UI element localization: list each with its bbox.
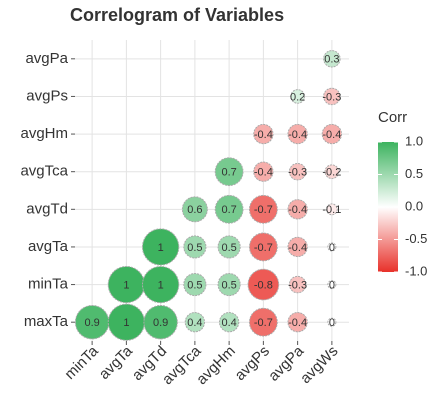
- value-label: -0.4: [288, 242, 307, 254]
- value-label: 0.2: [290, 91, 305, 103]
- y-tick-label: avgPs: [26, 87, 68, 104]
- corr-circle: [321, 123, 343, 145]
- value-label: 1: [158, 242, 164, 254]
- value-label: -0.4: [254, 129, 273, 141]
- value-label: 0.5: [221, 279, 236, 291]
- corr-circle: [248, 194, 278, 224]
- colorbar-tick-label: 1.0: [405, 133, 423, 148]
- value-label: -0.4: [288, 129, 307, 141]
- corr-circle: [325, 203, 338, 216]
- x-tick-label: minTa: [61, 342, 102, 383]
- value-label: 0.4: [221, 317, 236, 329]
- value-label: -0.4: [254, 167, 273, 179]
- corr-circle: [184, 312, 206, 333]
- corr-circle: [214, 194, 244, 224]
- value-label: 0.9: [153, 317, 168, 329]
- value-label: 1: [123, 279, 129, 291]
- value-label: 0.7: [221, 204, 236, 216]
- x-tick-label: avgWs: [297, 343, 341, 387]
- value-label: -0.7: [254, 242, 273, 254]
- corr-circle: [287, 199, 308, 220]
- chart-title: Correlogram of Variables: [70, 5, 284, 25]
- value-label: -0.3: [322, 91, 341, 103]
- y-tick-label: avgTca: [20, 163, 68, 180]
- value-label: 0.5: [221, 242, 236, 254]
- y-tick-label: avgTa: [28, 238, 69, 255]
- corr-circle: [327, 317, 337, 327]
- corr-circle: [142, 228, 180, 266]
- y-tick-label: maxTa: [24, 313, 69, 330]
- value-label: 0: [329, 279, 335, 291]
- value-label: -0.8: [254, 279, 273, 291]
- corr-circle: [218, 312, 240, 333]
- value-label: -0.3: [288, 279, 307, 291]
- value-label: -0.1: [322, 204, 341, 216]
- value-label: 0: [329, 242, 335, 254]
- corr-circle: [142, 265, 180, 304]
- corr-circle: [287, 236, 308, 258]
- corr-circle: [248, 307, 278, 337]
- corr-circle: [217, 235, 241, 259]
- corr-circle: [183, 235, 207, 259]
- corr-circle: [288, 275, 307, 294]
- value-label: 1: [123, 317, 129, 329]
- colorbar-tick-label: 0.0: [405, 198, 423, 213]
- corr-circle: [288, 162, 307, 181]
- value-label: 0.9: [84, 317, 99, 329]
- corr-circle: [323, 87, 341, 106]
- x-tick-label: avgHm: [193, 343, 239, 389]
- corr-circle: [217, 273, 241, 297]
- colorbar: [378, 142, 398, 272]
- corr-circle: [287, 312, 308, 333]
- value-label: 0.4: [187, 317, 202, 329]
- value-label: 0.7: [221, 167, 236, 179]
- corr-circle: [327, 280, 337, 290]
- corr-circle: [143, 304, 178, 340]
- value-label: -0.2: [322, 167, 341, 179]
- y-tick-label: minTa: [28, 276, 69, 293]
- value-label: 0.3: [324, 54, 339, 66]
- colorbar-tick-label: 0.5: [405, 166, 423, 181]
- corr-circle: [327, 242, 337, 252]
- value-label: -0.4: [288, 204, 307, 216]
- colorbar-tick-label: -0.5: [405, 231, 427, 246]
- corr-circle: [183, 273, 207, 297]
- value-label: -0.7: [254, 317, 273, 329]
- value-label: -0.4: [322, 129, 341, 141]
- value-label: 1: [158, 279, 164, 291]
- value-label: 0.6: [187, 204, 202, 216]
- corr-circle: [247, 268, 280, 301]
- corr-circle: [253, 123, 274, 145]
- value-label: -0.7: [254, 204, 273, 216]
- value-label: 0: [329, 317, 335, 329]
- value-label: -0.3: [288, 167, 307, 179]
- corr-circle: [287, 123, 308, 145]
- corr-circle: [253, 161, 274, 182]
- value-label: 0.5: [187, 242, 202, 254]
- value-label: -0.4: [288, 317, 307, 329]
- y-tick-label: avgTd: [26, 200, 68, 217]
- x-tick-label: avgPs: [232, 343, 274, 385]
- corr-circle: [248, 232, 278, 262]
- legend-title: Corr: [378, 109, 407, 126]
- corr-circle: [290, 89, 305, 104]
- value-label: 0.5: [187, 279, 202, 291]
- corr-circle: [181, 196, 208, 223]
- corr-circle: [214, 157, 244, 187]
- corr-circle: [324, 164, 340, 180]
- y-tick-label: avgHm: [20, 125, 68, 142]
- y-tick-label: avgPa: [25, 50, 68, 67]
- corr-circle: [323, 50, 341, 68]
- colorbar-tick-label: -1.0: [405, 263, 427, 278]
- x-tick-label: avgTa: [96, 342, 137, 383]
